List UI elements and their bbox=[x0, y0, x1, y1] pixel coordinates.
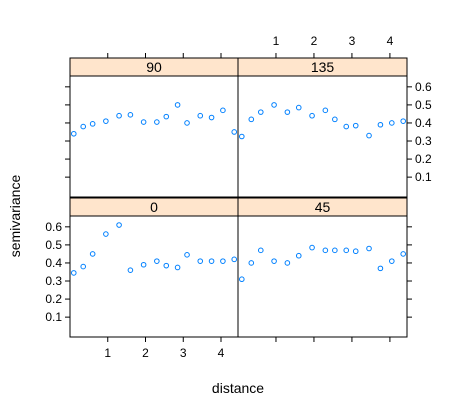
data-point bbox=[220, 258, 226, 264]
y-tick-label: 0.4 bbox=[415, 116, 432, 130]
data-point bbox=[322, 247, 329, 254]
x-tick-label: 4 bbox=[387, 34, 394, 48]
data-point bbox=[208, 258, 215, 264]
x-tick-label: 3 bbox=[349, 34, 356, 48]
panel-135: 135 bbox=[237, 57, 408, 198]
data-point bbox=[127, 112, 134, 118]
data-point bbox=[231, 256, 238, 263]
panel-frame bbox=[237, 215, 408, 338]
data-point bbox=[154, 258, 160, 264]
panel-frame bbox=[69, 75, 239, 198]
data-point bbox=[400, 251, 407, 257]
strip-label: 135 bbox=[311, 59, 335, 75]
x-tick-label: 4 bbox=[218, 346, 225, 360]
data-point bbox=[231, 129, 238, 135]
data-point bbox=[174, 102, 181, 108]
data-point bbox=[284, 109, 291, 115]
data-point bbox=[352, 248, 359, 255]
data-point bbox=[332, 247, 338, 254]
x-tick-label: 3 bbox=[180, 346, 187, 360]
data-point bbox=[154, 119, 160, 125]
y-tick-label: 0.6 bbox=[45, 220, 62, 234]
data-point bbox=[377, 265, 384, 272]
strip-label: 45 bbox=[315, 199, 331, 215]
data-point bbox=[140, 261, 147, 268]
data-point bbox=[70, 130, 77, 137]
panel-frame bbox=[69, 215, 239, 338]
y-tick-label: 0.3 bbox=[415, 134, 432, 148]
data-point bbox=[89, 121, 96, 127]
data-point bbox=[197, 112, 204, 119]
data-point bbox=[257, 247, 264, 254]
panel-45: 45 bbox=[237, 197, 408, 338]
data-point bbox=[116, 112, 122, 119]
data-point bbox=[238, 276, 245, 283]
x-tick-label: 2 bbox=[142, 346, 149, 360]
x-tick-label: 1 bbox=[104, 346, 111, 360]
data-point bbox=[163, 262, 170, 269]
data-point bbox=[389, 258, 395, 264]
data-point bbox=[184, 252, 190, 258]
data-point bbox=[184, 120, 190, 126]
y-tick-label: 0.1 bbox=[45, 310, 62, 324]
data-point bbox=[197, 258, 204, 264]
y-tick-label: 0.2 bbox=[45, 292, 62, 306]
y-tick-label: 0.2 bbox=[415, 152, 432, 166]
data-point bbox=[80, 263, 87, 270]
data-point bbox=[220, 107, 226, 114]
y-tick-label: 0.6 bbox=[415, 80, 432, 94]
data-point bbox=[309, 112, 315, 119]
data-point bbox=[238, 133, 245, 140]
y-tick-label: 0.5 bbox=[45, 238, 62, 252]
strip-label: 0 bbox=[150, 199, 158, 215]
data-point bbox=[352, 122, 359, 129]
data-point bbox=[343, 247, 350, 254]
data-point bbox=[80, 123, 87, 130]
data-point bbox=[163, 113, 170, 120]
data-point bbox=[248, 116, 255, 123]
data-point bbox=[295, 104, 302, 111]
data-point bbox=[89, 251, 96, 257]
data-point bbox=[70, 270, 77, 276]
data-point bbox=[322, 107, 329, 114]
data-point bbox=[309, 244, 315, 251]
data-point bbox=[103, 118, 109, 124]
data-point bbox=[284, 260, 291, 266]
x-axis-label: distance bbox=[212, 380, 264, 396]
data-point bbox=[208, 114, 215, 121]
data-point bbox=[127, 267, 134, 273]
panel-0: 0 bbox=[69, 197, 239, 338]
y-tick-label: 0.3 bbox=[45, 274, 62, 288]
data-point bbox=[343, 123, 350, 130]
panel-frame bbox=[237, 75, 408, 198]
data-point bbox=[271, 258, 277, 264]
data-point bbox=[174, 264, 181, 271]
data-point bbox=[389, 120, 395, 126]
data-point bbox=[332, 116, 338, 123]
x-tick-label: 1 bbox=[273, 34, 280, 48]
y-tick-label: 0.4 bbox=[45, 256, 62, 270]
data-point bbox=[377, 121, 384, 128]
strip-label: 90 bbox=[146, 59, 162, 75]
data-point bbox=[116, 222, 122, 228]
x-tick-label: 2 bbox=[311, 34, 318, 48]
y-tick-label: 0.5 bbox=[415, 98, 432, 112]
data-point bbox=[257, 109, 264, 115]
y-axis-label: semivariance bbox=[7, 175, 23, 258]
data-point bbox=[140, 119, 147, 125]
data-point bbox=[271, 102, 277, 108]
y-tick-label: 0.1 bbox=[415, 170, 432, 184]
data-point bbox=[366, 245, 372, 252]
data-point bbox=[295, 252, 302, 259]
data-point bbox=[103, 231, 109, 237]
data-point bbox=[366, 132, 372, 139]
panel-90: 90 bbox=[69, 57, 239, 198]
data-point bbox=[400, 118, 407, 124]
data-point bbox=[248, 260, 255, 266]
